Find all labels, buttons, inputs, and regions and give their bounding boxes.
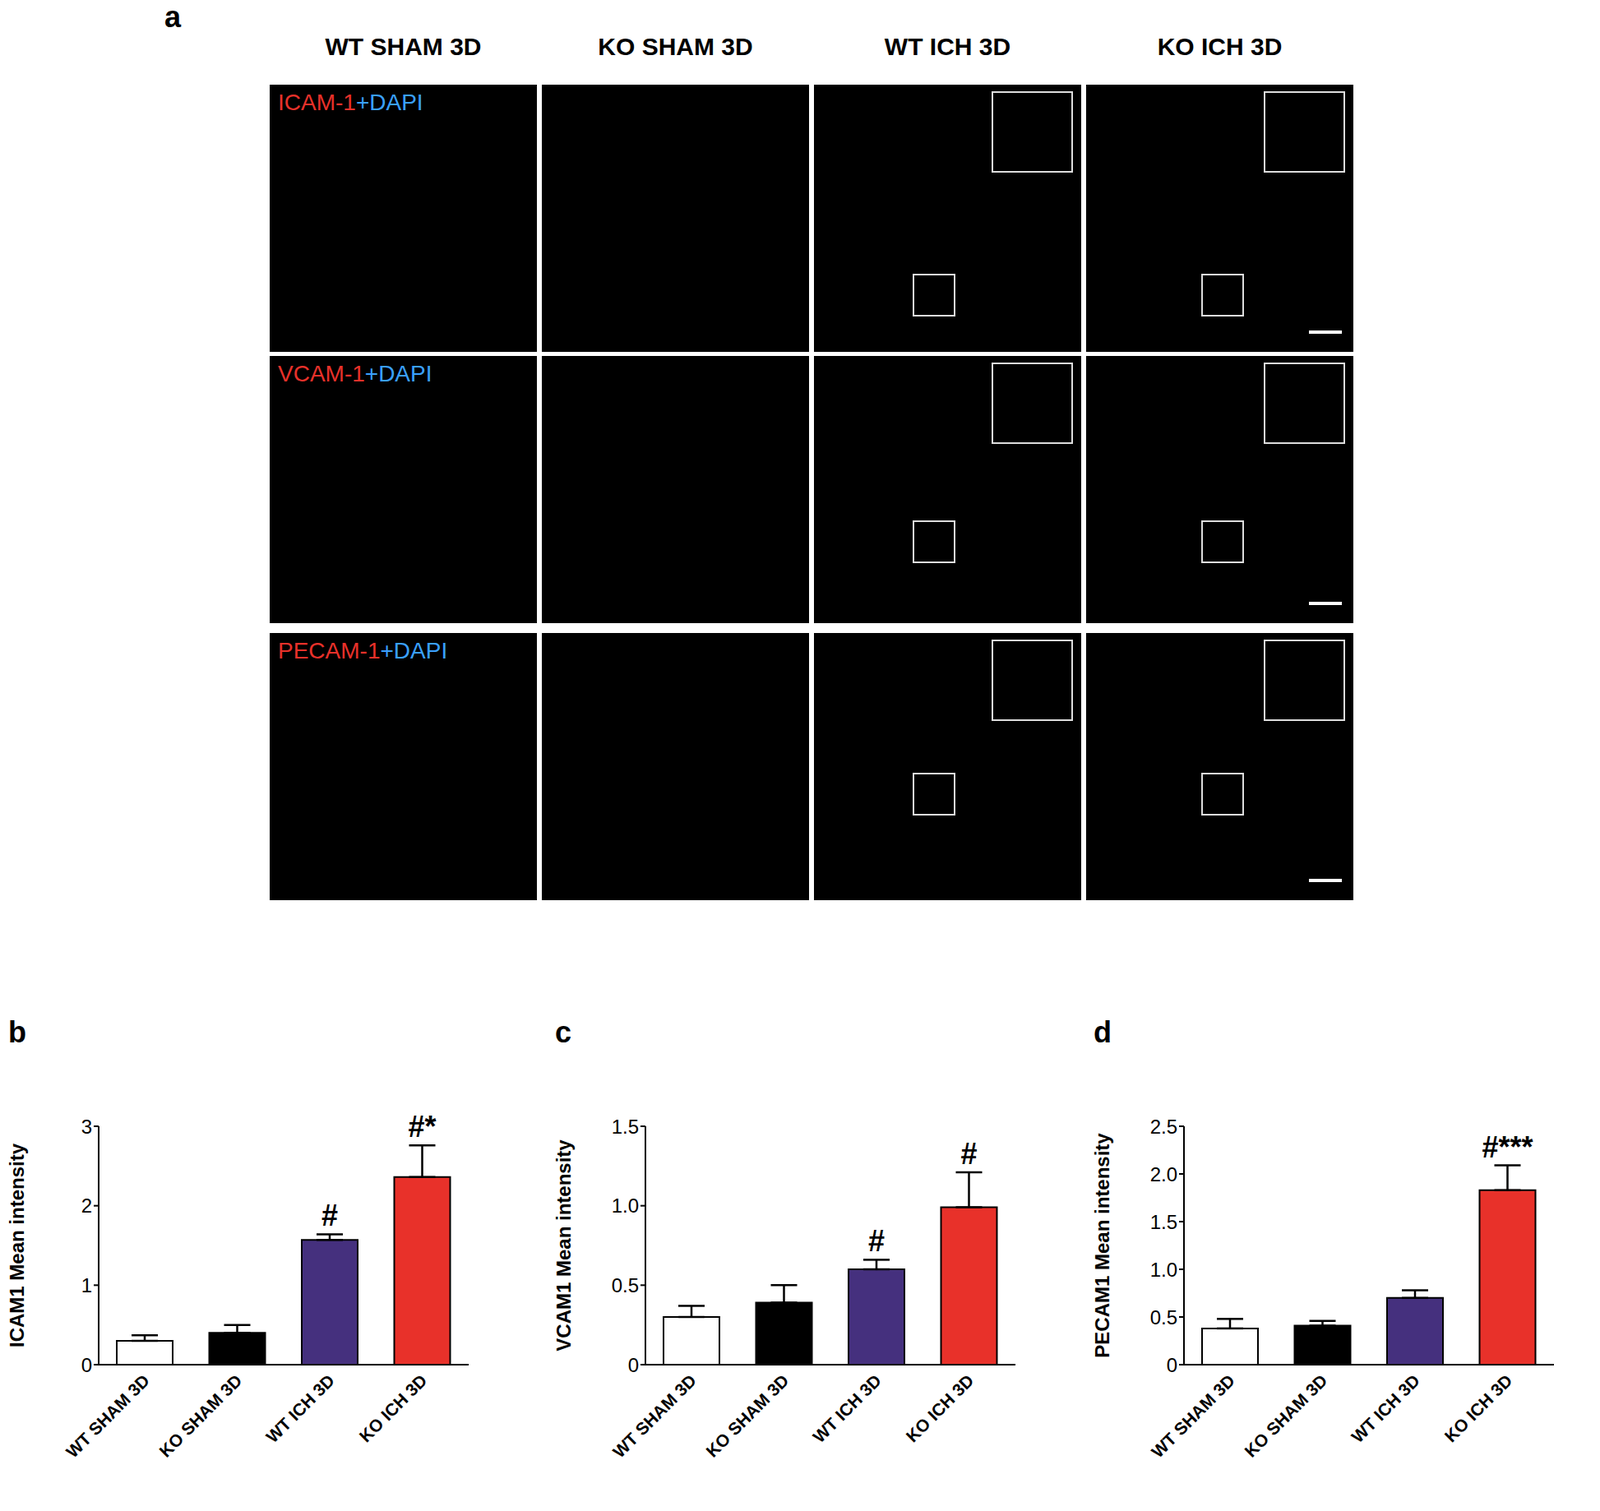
svg-text:0: 0 bbox=[81, 1354, 93, 1377]
svg-text:#: # bbox=[868, 1224, 885, 1258]
svg-text:2: 2 bbox=[81, 1194, 93, 1217]
svg-text:KO SHAM 3D: KO SHAM 3D bbox=[1240, 1370, 1332, 1462]
html-text:VCAM-1 +DAPI: VCAM-1 +DAPI bbox=[277, 360, 433, 387]
svg-text:WT SHAM 3D: WT SHAM 3D bbox=[62, 1370, 153, 1462]
html-text:a: a bbox=[164, 0, 181, 34]
svg-text:VCAM1 Mean intensity: VCAM1 Mean intensity bbox=[552, 1139, 575, 1352]
html-text:KO SHAM 3D: KO SHAM 3D bbox=[597, 32, 753, 61]
svg-text:0.5: 0.5 bbox=[611, 1274, 639, 1297]
svg-text:2.5: 2.5 bbox=[1150, 1115, 1178, 1138]
svg-text:1: 1 bbox=[81, 1274, 93, 1297]
svg-text:KO ICH 3D: KO ICH 3D bbox=[355, 1370, 431, 1446]
svg-text:#: # bbox=[321, 1198, 338, 1233]
html-text:d: d bbox=[1093, 1015, 1112, 1050]
svg-text:2.0: 2.0 bbox=[1150, 1163, 1178, 1186]
html-text:KO ICH 3D: KO ICH 3D bbox=[1157, 32, 1283, 61]
html-text:ICAM-1 +DAPI: ICAM-1 +DAPI bbox=[277, 89, 424, 116]
html-text:b: b bbox=[8, 1015, 27, 1050]
svg-text:3: 3 bbox=[81, 1115, 93, 1138]
svg-text:KO ICH 3D: KO ICH 3D bbox=[901, 1370, 977, 1446]
svg-text:KO ICH 3D: KO ICH 3D bbox=[1440, 1370, 1516, 1446]
html-text:WT ICH 3D: WT ICH 3D bbox=[884, 32, 1011, 61]
svg-text:WT SHAM 3D: WT SHAM 3D bbox=[609, 1370, 700, 1462]
html-text:WT SHAM 3D: WT SHAM 3D bbox=[325, 32, 482, 61]
svg-text:#: # bbox=[960, 1137, 977, 1171]
svg-text:#***: #*** bbox=[1481, 1130, 1533, 1165]
svg-text:1.5: 1.5 bbox=[611, 1115, 639, 1138]
svg-text:1.0: 1.0 bbox=[611, 1194, 639, 1217]
svg-text:1.5: 1.5 bbox=[1150, 1211, 1178, 1234]
svg-text:WT SHAM 3D: WT SHAM 3D bbox=[1147, 1370, 1239, 1462]
html-text:PECAM-1 +DAPI: PECAM-1 +DAPI bbox=[277, 638, 448, 664]
svg-text:ICAM1 Mean intensity: ICAM1 Mean intensity bbox=[5, 1142, 28, 1348]
svg-text:0: 0 bbox=[1166, 1354, 1178, 1377]
svg-text:WT ICH 3D: WT ICH 3D bbox=[1347, 1370, 1424, 1447]
svg-text:KO SHAM 3D: KO SHAM 3D bbox=[702, 1370, 793, 1462]
svg-text:WT ICH 3D: WT ICH 3D bbox=[809, 1370, 885, 1447]
svg-text:PECAM1 Mean intensity: PECAM1 Mean intensity bbox=[1091, 1132, 1114, 1359]
svg-text:KO SHAM 3D: KO SHAM 3D bbox=[155, 1370, 246, 1462]
svg-text:0.5: 0.5 bbox=[1150, 1306, 1178, 1329]
html-text:c: c bbox=[554, 1015, 572, 1050]
svg-text:1.0: 1.0 bbox=[1150, 1258, 1178, 1281]
svg-text:0: 0 bbox=[628, 1354, 639, 1377]
svg-text:#*: #* bbox=[407, 1109, 436, 1144]
svg-text:WT ICH 3D: WT ICH 3D bbox=[262, 1370, 338, 1447]
